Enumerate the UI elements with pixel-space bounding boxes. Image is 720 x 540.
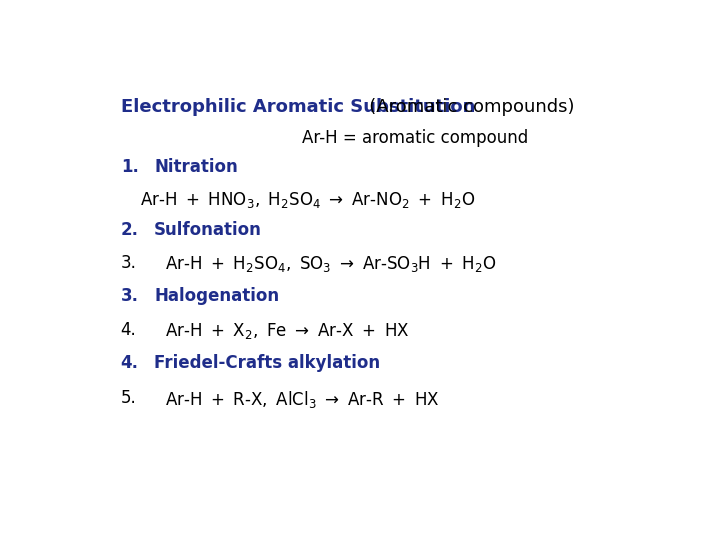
Text: Nitration: Nitration: [154, 158, 238, 177]
Text: (Aromatic compounds): (Aromatic compounds): [352, 98, 575, 116]
Text: $\mathrm{Ar\text{-}H\ +\ R\text{-}X,\ AlCl_3\ \rightarrow\ Ar\text{-}R\ +\ HX}$: $\mathrm{Ar\text{-}H\ +\ R\text{-}X,\ Al…: [166, 389, 440, 410]
Text: Sulfonation: Sulfonation: [154, 221, 262, 239]
Text: 3.: 3.: [121, 287, 139, 305]
Text: $\mathrm{Ar\text{-}H\ +\ X_2,\ Fe\ \rightarrow\ Ar\text{-}X\ +\ HX}$: $\mathrm{Ar\text{-}H\ +\ X_2,\ Fe\ \righ…: [166, 321, 410, 341]
Text: Ar-H = aromatic compound: Ar-H = aromatic compound: [302, 129, 528, 147]
Text: $\mathrm{Ar\text{-}H\ +\ H_2SO_4,\ SO_3\ \rightarrow\ Ar\text{-}SO_3H\ +\ H_2O}$: $\mathrm{Ar\text{-}H\ +\ H_2SO_4,\ SO_3\…: [166, 254, 497, 274]
Text: $\mathrm{Ar\text{-}H\ +\ HNO_3,\ H_2SO_4\ \rightarrow\ Ar\text{-}NO_2\ +\ H_2O}$: $\mathrm{Ar\text{-}H\ +\ HNO_3,\ H_2SO_4…: [140, 190, 475, 210]
Text: 4.: 4.: [121, 354, 139, 372]
Text: Electrophilic Aromatic Substitution: Electrophilic Aromatic Substitution: [121, 98, 475, 116]
Text: Halogenation: Halogenation: [154, 287, 279, 305]
Text: 1.: 1.: [121, 158, 138, 177]
Text: Friedel-Crafts alkylation: Friedel-Crafts alkylation: [154, 354, 380, 372]
Text: 4.: 4.: [121, 321, 137, 339]
Text: 3.: 3.: [121, 254, 137, 272]
Text: 5.: 5.: [121, 389, 137, 407]
Text: 2.: 2.: [121, 221, 139, 239]
